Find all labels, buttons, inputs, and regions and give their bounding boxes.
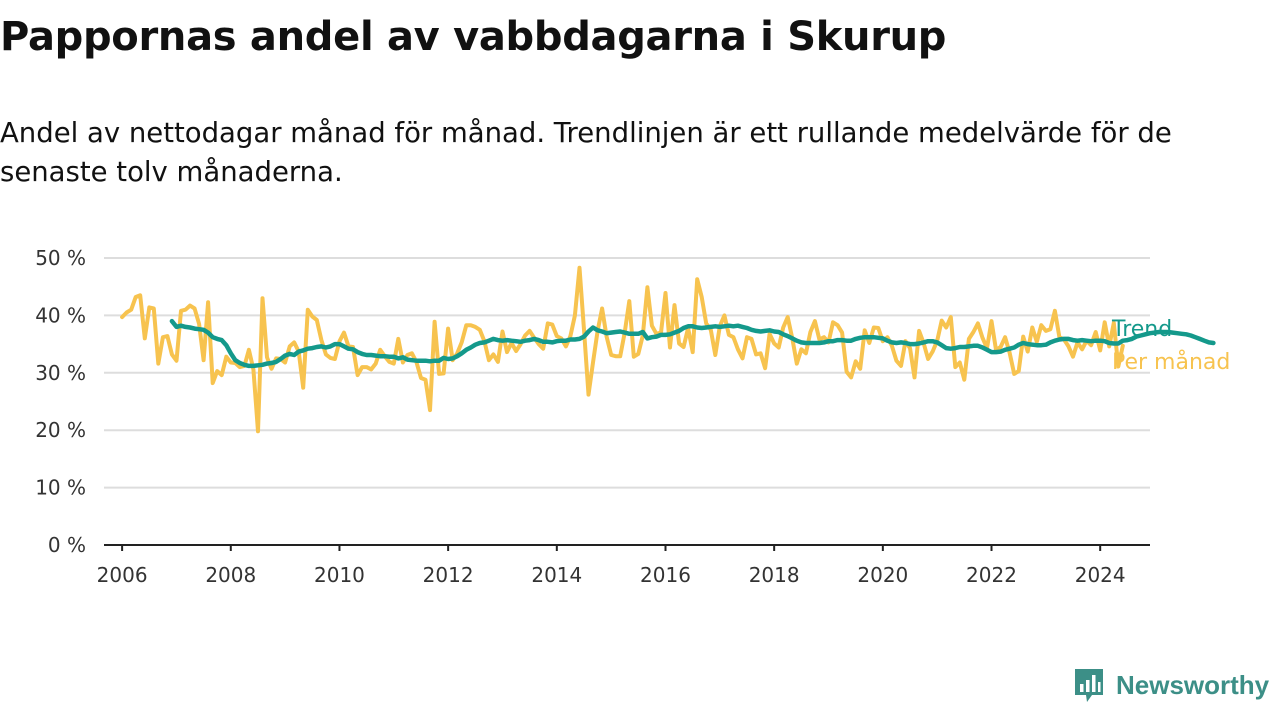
y-tick-label: 40 % <box>35 303 86 327</box>
x-tick-label: 2018 <box>749 563 800 587</box>
series-lines <box>120 265 1216 434</box>
y-axis-ticks: 0 % 10 % 20 % 30 % 40 % 50 % <box>35 246 86 557</box>
trend-line <box>169 318 1216 369</box>
x-tick-label: 2016 <box>640 563 691 587</box>
x-tick-label: 2008 <box>205 563 256 587</box>
series-label-monthly: Per månad <box>1112 349 1230 375</box>
y-tick-label: 0 % <box>48 533 86 557</box>
series-labels: Trend Per månad <box>1111 317 1230 375</box>
x-tick-label: 2010 <box>314 563 365 587</box>
y-tick-label: 50 % <box>35 246 86 270</box>
x-tick-label: 2014 <box>531 563 582 587</box>
x-axis-ticks: 2006 2008 2010 2012 2014 2016 2018 2020 2022 2024 <box>97 545 1126 587</box>
chart-subtitle: Andel av nettodagar månad för månad. Tre… <box>0 117 1172 188</box>
newsworthy-logo: Newsworthy <box>1072 663 1269 707</box>
monthly-line <box>120 265 1125 434</box>
x-tick-label: 2022 <box>966 563 1017 587</box>
brand-name: Newsworthy <box>1116 669 1270 700</box>
x-tick-label: 2024 <box>1075 563 1126 587</box>
x-tick-label: 2006 <box>97 563 148 587</box>
y-tick-label: 20 % <box>35 418 86 442</box>
series-label-trend: Trend <box>1111 317 1172 342</box>
y-tick-label: 10 % <box>35 476 86 500</box>
x-tick-label: 2012 <box>423 563 474 587</box>
y-tick-label: 30 % <box>35 361 86 385</box>
chart-title: Pappornas andel av vabbdagarna i Skurup <box>0 14 947 60</box>
newsworthy-logo-icon <box>1075 669 1103 702</box>
x-tick-label: 2020 <box>857 563 908 587</box>
